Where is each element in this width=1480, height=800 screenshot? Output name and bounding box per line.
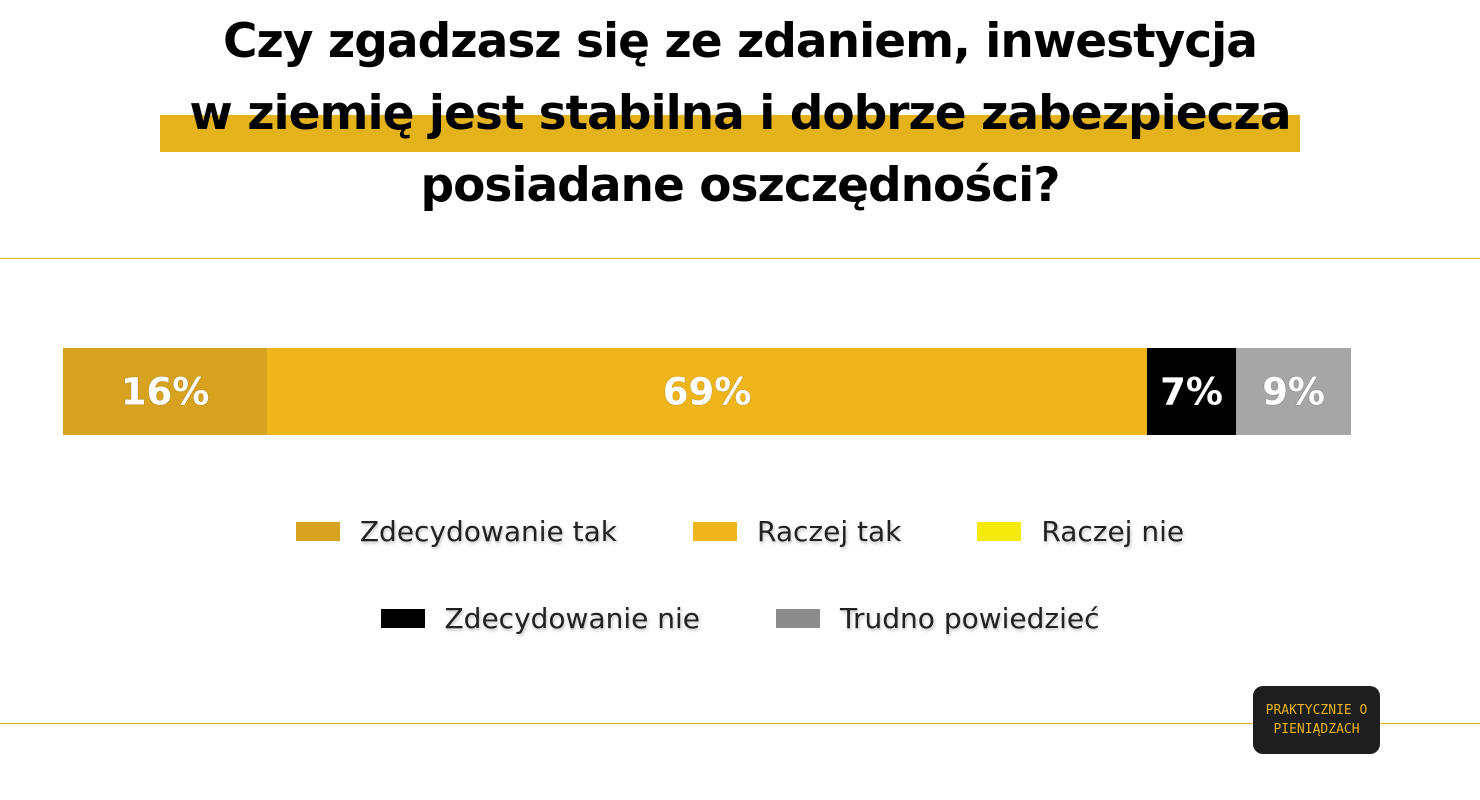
legend-label: Trudno powiedzieć — [840, 602, 1100, 635]
bar-value-label-4: 9% — [1262, 371, 1325, 414]
stacked-bar-chart: 16% 69% 7% 9% — [63, 348, 1351, 435]
bottom-divider — [0, 723, 1480, 724]
bar-segment-4 — [1236, 348, 1351, 435]
top-divider — [0, 258, 1480, 259]
chart-title: Czy zgadzasz się ze zdaniem, inwestycja … — [0, 6, 1480, 222]
legend-swatch — [380, 609, 425, 628]
bar-value-label-3: 7% — [1160, 371, 1223, 414]
logo-text-line-2: PIENIĄDZACH — [1273, 722, 1360, 737]
legend-label: Zdecydowanie nie — [444, 602, 701, 635]
legend-swatch — [295, 522, 340, 541]
legend-swatch — [977, 522, 1022, 541]
brand-logo: PRAKTYCZNIE O PIENIĄDZACH — [1253, 686, 1380, 754]
logo-text-line-1: PRAKTYCZNIE O — [1265, 703, 1368, 718]
legend-item-trudno-powiedziec: Trudno powiedzieć — [776, 602, 1100, 635]
legend-swatch — [776, 609, 821, 628]
legend-item-zdecydowanie-nie: Zdecydowanie nie — [380, 602, 701, 635]
legend-row-2: Zdecydowanie nie Trudno powiedzieć — [0, 602, 1480, 635]
legend-label: Raczej tak — [757, 515, 902, 548]
legend-row-1: Zdecydowanie tak Raczej tak Raczej nie — [0, 515, 1480, 548]
bar-value-label-1: 69% — [663, 371, 752, 414]
legend-label: Zdecydowanie tak — [359, 515, 617, 548]
bar-segment-3 — [1146, 348, 1237, 435]
title-line-2: w ziemię jest stabilna i dobrze zabezpie… — [189, 86, 1291, 141]
legend-swatch — [693, 522, 737, 541]
title-line-3: posiadane oszczędności? — [420, 158, 1060, 213]
legend-label: Raczej nie — [1041, 515, 1185, 548]
bar-segment-1 — [267, 348, 1147, 435]
legend-item-zdecydowanie-tak: Zdecydowanie tak — [295, 515, 617, 548]
legend-item-raczej-tak: Raczej tak — [693, 515, 901, 548]
title-line-1: Czy zgadzasz się ze zdaniem, inwestycja — [223, 14, 1258, 69]
bar-value-label-0: 16% — [121, 371, 210, 414]
title-highlight-bar — [160, 115, 1300, 152]
bar-segment-0 — [63, 348, 268, 435]
legend-item-raczej-nie: Raczej nie — [977, 515, 1184, 548]
